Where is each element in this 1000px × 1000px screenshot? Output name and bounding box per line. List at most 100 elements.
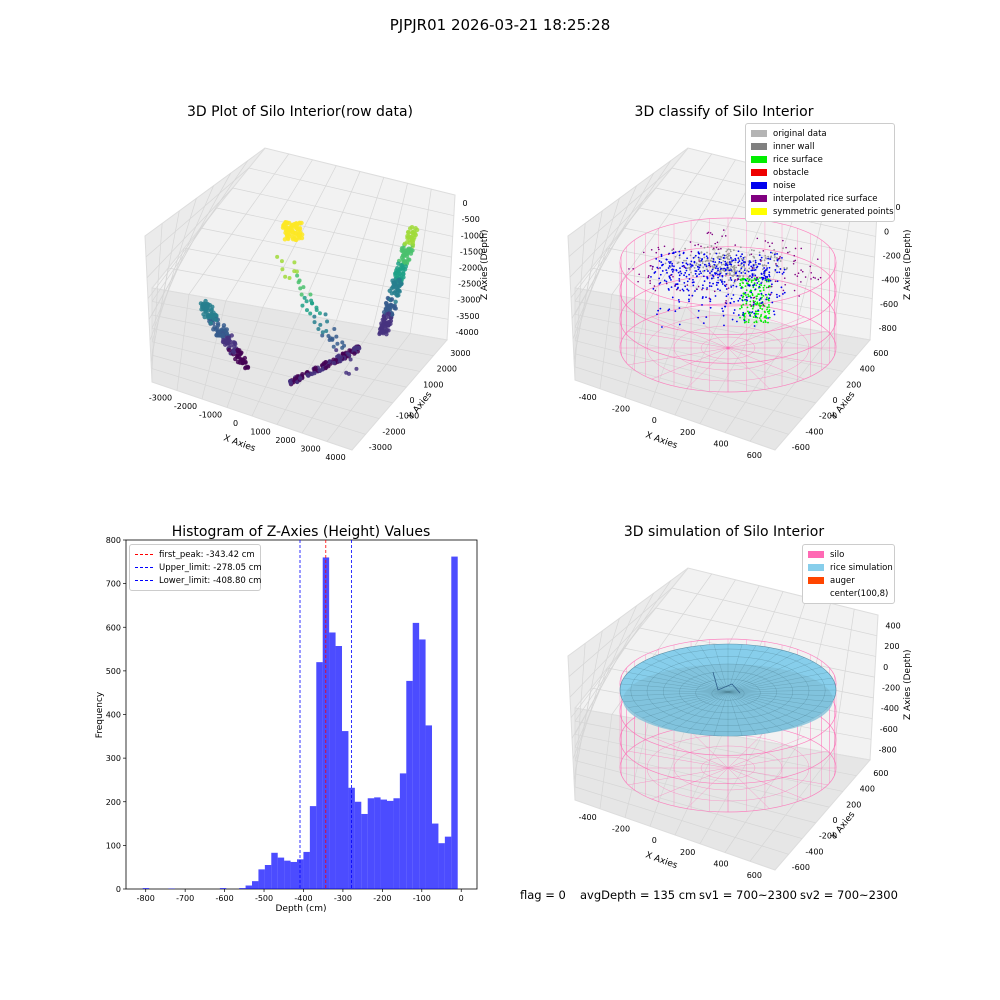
classify-point [740, 287, 743, 289]
classify-gridline [574, 160, 672, 302]
raw-x-tick-label: -3000 [149, 393, 172, 402]
classify-point [743, 269, 746, 272]
classify-point [671, 262, 674, 265]
raw-point [390, 284, 396, 290]
classify-point [753, 267, 756, 269]
classify-point [768, 310, 770, 313]
raw-point [301, 285, 306, 290]
classify-point [753, 321, 756, 324]
classify-point [715, 252, 718, 255]
classify-point [759, 290, 762, 292]
classify-point [739, 268, 742, 271]
raw-point [296, 233, 302, 239]
raw-point [396, 277, 401, 283]
classify-point [718, 258, 721, 261]
raw-point [385, 312, 390, 317]
raw-point [314, 308, 319, 313]
classify-point [763, 267, 766, 269]
classify-point [775, 293, 778, 296]
classify-point [725, 288, 728, 290]
classify-point [750, 296, 752, 299]
classify-point [701, 260, 704, 263]
classify-point [696, 265, 699, 268]
raw-point [401, 250, 407, 255]
classify-point [782, 271, 785, 274]
classify-cylinder-floor-spoke [628, 330, 729, 349]
raw-point [292, 233, 297, 239]
classify-point [698, 266, 701, 269]
classify-point [744, 294, 747, 296]
raw-point [397, 283, 402, 288]
classify-point [745, 296, 748, 299]
classify-point [655, 257, 658, 260]
classify-point [739, 284, 742, 287]
classify-point [719, 258, 722, 261]
raw-gridline [151, 368, 366, 435]
sim-legend-item: silo [808, 548, 889, 561]
classify-point [719, 266, 722, 268]
classify-point [725, 273, 728, 275]
classify-point [659, 307, 662, 310]
raw-point [309, 301, 314, 306]
classify-point [658, 277, 661, 280]
classify-point [749, 303, 752, 306]
classify-point [717, 262, 720, 265]
classify-point [684, 247, 687, 250]
raw-point [326, 363, 331, 369]
classify-gridline [574, 327, 830, 388]
classify-point [742, 256, 745, 259]
classify-point [693, 260, 696, 263]
classify-cylinder-floor-spoke [651, 316, 729, 349]
classify-point [703, 246, 706, 249]
classify-point [701, 262, 704, 265]
classify-point [759, 307, 762, 309]
classify-point [742, 314, 745, 317]
raw-point [287, 275, 292, 280]
classify-point [657, 309, 660, 312]
classify-point [754, 300, 757, 303]
classify-point [738, 258, 740, 261]
raw-point [208, 320, 214, 326]
classify-point [762, 295, 765, 297]
classify-point [683, 281, 686, 284]
classify-point [723, 324, 725, 327]
classify-point [679, 270, 682, 273]
classify-point [763, 274, 766, 277]
classify-point [758, 285, 761, 288]
classify-point [757, 293, 759, 296]
raw-point [212, 312, 217, 318]
classify-point [666, 271, 668, 274]
classify-point [763, 272, 765, 275]
classify-point [752, 264, 755, 267]
classify-point [742, 271, 745, 273]
raw-point [298, 286, 303, 291]
simulation-z-tick-label: -600 [880, 725, 898, 734]
classify-point [716, 270, 719, 273]
classify-point [695, 270, 698, 273]
classify-point [714, 295, 717, 297]
classify-point [771, 283, 773, 286]
sim-legend-label: rice simulation [830, 562, 893, 573]
classify-point [750, 265, 753, 268]
classify-point [732, 259, 735, 262]
raw-gridline [145, 167, 250, 258]
raw-point [313, 365, 318, 370]
sim-legend-swatch [808, 590, 824, 597]
raw-point [340, 340, 345, 345]
classify-point [738, 297, 741, 300]
classify-point [729, 267, 732, 270]
classify-point [751, 311, 754, 313]
classify-point [706, 287, 709, 289]
raw-point [334, 348, 339, 353]
raw-z-tick-label: -3000 [457, 296, 480, 305]
sim-legend-label: silo [830, 549, 845, 560]
classify-point [726, 255, 729, 258]
classify-point [768, 304, 770, 306]
classify-point [733, 264, 736, 267]
classify-point [668, 265, 671, 267]
classify-floor-pane [574, 287, 871, 451]
classify-point [731, 260, 734, 262]
classify-point [708, 264, 711, 267]
classify-point [758, 254, 761, 257]
